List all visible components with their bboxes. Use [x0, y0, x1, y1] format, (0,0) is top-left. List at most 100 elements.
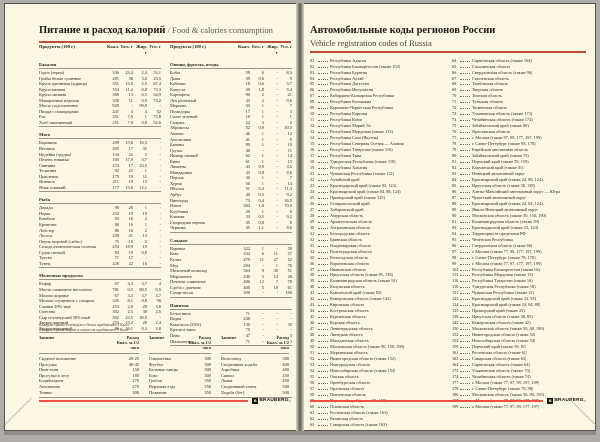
food-value: 1 — [261, 208, 264, 214]
food-value: - — [159, 238, 161, 244]
region-code-row: 163 Самарская область (также 63) — [452, 355, 588, 361]
region-code: 33 — [310, 242, 315, 248]
food-row: Крупа гречневая (ядрица) 351 13,5 2,5 67,4 — [39, 81, 161, 87]
leader-dots — [460, 314, 470, 319]
region-name: Свердловская область (также 66) — [472, 242, 533, 248]
region-name: Республика Хакасия — [330, 165, 368, 171]
region-code-row: 93 Краснодарский край (также 23, 123) — [452, 224, 588, 230]
region-code-row: 40 Калужская область — [310, 284, 446, 290]
food-value: - — [276, 158, 278, 164]
region-code: 152 — [452, 332, 459, 338]
food-value: - — [276, 147, 278, 153]
right-page-title-ru: Автомобильные коды регионов России — [310, 25, 496, 36]
region-code: 66 — [452, 69, 457, 75]
region-name: г. Москва (также 77, 97, 99, 177, 197) — [472, 403, 540, 409]
region-name: Новгородская область — [330, 362, 371, 367]
activity-kcal: 300 — [132, 389, 139, 395]
food-value: 8,8 — [141, 298, 148, 304]
region-code-row: 50 Московская область (также 90, 150, 190… — [310, 344, 446, 350]
region-name: Московская область (также 50, 150, 190) — [472, 212, 547, 218]
food-value: 0,5 — [127, 286, 134, 292]
food-value: - — [262, 290, 264, 296]
column-header-protein: Бел. г — [251, 44, 264, 49]
column-header-fat: Жир. г — [136, 44, 147, 55]
region-code-row: 14 Республика Саха (Якутия) — [310, 135, 446, 141]
food-value: 7 — [275, 279, 278, 285]
region-code-row: 159 Пермский край (также 59, 81) — [452, 344, 588, 350]
region-code-row: 28 Амурская область — [310, 212, 446, 218]
region-code-row: 24 Красноярский край (также 84, 88, 124) — [310, 188, 446, 194]
food-row: Баранина 209 15,6 16,3 - — [39, 140, 161, 146]
leader-dots — [460, 164, 470, 170]
food-name: Масло сливочное несоленое — [39, 286, 92, 292]
footer-red-rule — [39, 399, 249, 402]
food-value: 8,6 — [286, 225, 293, 231]
food-name: Печень говяжья — [39, 157, 69, 163]
food-value: - — [290, 316, 292, 322]
food-row: Молочный шоколад 564 9 38 51 — [170, 268, 292, 274]
region-name: Краснодарский край (также 23, 93) — [472, 296, 537, 302]
food-value: 74,2 — [153, 97, 161, 103]
food-value: 33 — [245, 103, 250, 109]
food-row: Клубника 29 1 - 6 — [170, 209, 292, 215]
leader-dots — [460, 81, 470, 86]
activity-row: Теннис 300 — [39, 390, 139, 396]
region-name: Самарская область (также 63) — [472, 356, 527, 362]
left-page-title-ru: Питание и расход калорий — [39, 25, 166, 36]
food-value: 2 — [261, 97, 264, 103]
food-value: 18,9 — [125, 244, 133, 250]
region-code: 16 — [310, 147, 315, 153]
food-row: Крупа овсяная 380 13 6,5 64,9 — [39, 92, 161, 98]
region-name: Томская область — [472, 93, 502, 99]
leader-dots — [460, 403, 470, 408]
leader-dots — [460, 326, 470, 331]
food-value: 15 — [142, 179, 147, 185]
food-value: 354 — [112, 86, 119, 92]
food-value: 12 — [287, 131, 292, 137]
food-value: 30 — [245, 86, 250, 92]
food-value: 251 — [112, 119, 119, 125]
food-value: 3,7 — [286, 81, 293, 87]
food-value: 52 — [287, 256, 292, 262]
food-name: Лимоны — [170, 164, 186, 170]
region-code: 11 — [310, 117, 315, 123]
food-value: - — [276, 125, 278, 131]
food-row: Тунец 226 22 16 - — [39, 261, 161, 267]
leader-dots — [460, 260, 470, 265]
food-value: - — [159, 173, 161, 179]
food-row: Лосось 208 21 13 - — [39, 233, 161, 239]
region-code: 13 — [310, 129, 315, 135]
region-name: Вологодская область — [330, 254, 369, 260]
leader-dots — [460, 57, 470, 62]
region-code-row: 99 г. Москва (также 77, 97, 177, 197, 199… — [452, 260, 588, 266]
region-code: 87 — [452, 194, 457, 200]
region-code: 150 — [452, 326, 459, 332]
food-name: Камбала — [39, 216, 55, 222]
food-value: - — [276, 245, 278, 251]
leader-dots — [460, 141, 470, 146]
food-name: Помидоры — [170, 108, 190, 114]
leader-dots — [460, 373, 470, 378]
food-name: Инжир свежий — [170, 153, 198, 159]
food-value: - — [159, 103, 161, 109]
food-row: Клюква 34 0,5 - 9,2 — [170, 214, 292, 220]
food-value: - — [276, 97, 278, 103]
region-name: Приморский край (также 25) — [472, 308, 525, 314]
region-code: 01 — [310, 57, 315, 63]
food-value: 0,8 — [258, 169, 265, 175]
food-value: 35 — [142, 146, 147, 152]
region-code-row: 84 Красноярский край (также 24, 88, 124) — [452, 176, 588, 182]
activity-column-header: Занятие — [149, 335, 165, 340]
region-code: 174 — [452, 373, 459, 379]
food-value: 90 — [245, 92, 250, 98]
food-value: - — [159, 210, 161, 216]
activity-name: Аэробика — [221, 367, 240, 373]
food-name: Судак свежий — [39, 249, 65, 255]
food-value: - — [276, 290, 278, 296]
region-code-row: 19 Республика Хакасия — [310, 164, 446, 170]
food-value: - — [159, 222, 161, 228]
food-value: 83 — [114, 249, 119, 255]
food-value: 2,4 — [141, 70, 148, 75]
food-value: 398 — [243, 290, 250, 296]
